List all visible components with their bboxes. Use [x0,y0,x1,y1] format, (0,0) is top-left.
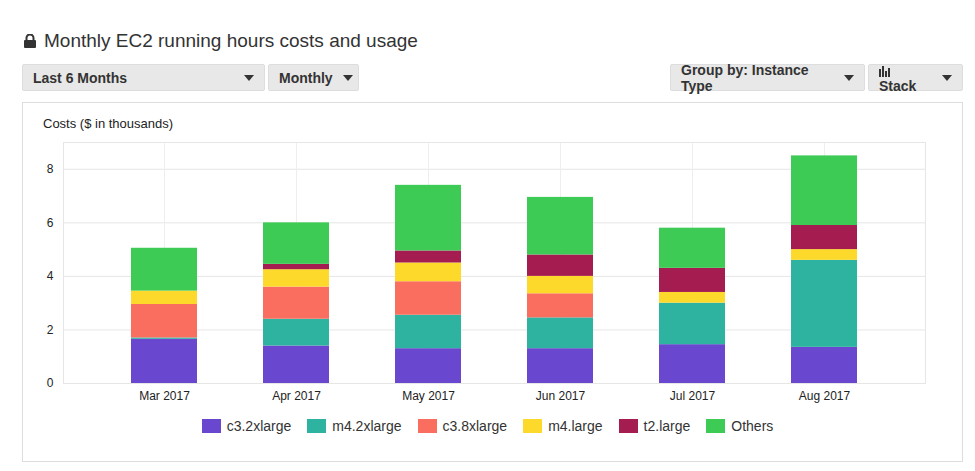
html-text:Monthly: Monthly [279,69,333,86]
html-text:m4.large: m4.large [548,418,603,434]
html-text:t2.large: t2.large [643,418,691,434]
svg-text:0: 0 [47,376,54,390]
svg-text:May 2017: May 2017 [402,389,455,403]
svg-text:8: 8 [47,162,54,176]
svg-text:4: 4 [47,269,54,283]
html-text:Monthly EC2 running hours cost: Monthly EC2 running hours costs and usag… [44,30,418,51]
html-text:Last 6 Months: Last 6 Months [33,69,128,86]
html-text:Costs ($ in thousands): Costs ($ in thousands) [43,116,174,131]
html-text:Others: Others [731,418,774,434]
html-text:Group by: Instance Type: Group by: Instance Type [681,61,809,94]
svg-text:6: 6 [47,216,54,230]
svg-text:Mar 2017: Mar 2017 [139,389,190,403]
html-text:m4.2xlarge: m4.2xlarge [332,418,402,434]
svg-text:Apr 2017: Apr 2017 [272,389,321,403]
svg-text:Jul 2017: Jul 2017 [670,389,716,403]
svg-text:Jun 2017: Jun 2017 [536,389,586,403]
svg-text:Aug 2017: Aug 2017 [799,389,851,403]
html-text:c3.2xlarge: c3.2xlarge [226,418,292,434]
svg-text:2: 2 [47,323,54,337]
html-text:c3.8xlarge: c3.8xlarge [442,418,508,434]
html-text:Stack: Stack [879,77,917,94]
